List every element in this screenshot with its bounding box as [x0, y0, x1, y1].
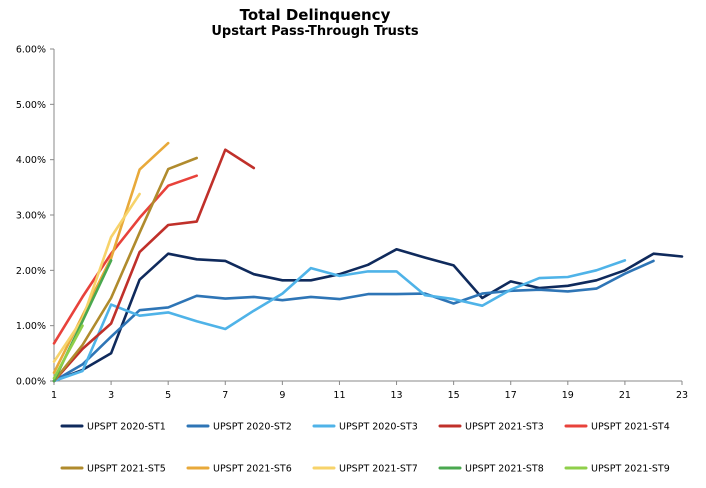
- legend-label: UPSPT 2021-ST8: [465, 464, 544, 475]
- series-line: [52, 192, 141, 363]
- series-line: [52, 248, 684, 383]
- y-tick-label: 2.00%: [16, 266, 46, 277]
- legend-label: UPSPT 2021-ST9: [591, 464, 670, 475]
- legend-label: UPSPT 2020-ST1: [87, 422, 166, 433]
- x-tick-label: 3: [108, 390, 114, 401]
- legend: UPSPT 2020-ST1 UPSPT 2020-ST2 UPSPT 2020-S…: [60, 422, 670, 475]
- series-line: [52, 156, 198, 383]
- legend-label: UPSPT 2021-ST4: [591, 422, 670, 433]
- y-tick-label: 1.00%: [16, 321, 46, 332]
- axes: 0.00%1.00%2.00%3.00%4.00%5.00%6.00%1 3 5 7 9…: [16, 45, 688, 402]
- legend-label: UPSPT 2021-ST6: [213, 464, 292, 475]
- x-tick-label: 19: [562, 390, 574, 401]
- chart-subtitle: Upstart Pass-Through Trusts: [211, 24, 419, 39]
- legend-label: UPSPT 2021-ST5: [87, 464, 166, 475]
- y-tick-label: 6.00%: [16, 45, 46, 56]
- x-tick-label: 13: [390, 390, 402, 401]
- x-tick-label: 17: [505, 390, 517, 401]
- y-tick-label: 0.00%: [16, 377, 46, 388]
- x-tick-label: 15: [448, 390, 460, 401]
- series-line: [52, 324, 84, 380]
- chart-title: Total Delinquency: [239, 6, 391, 24]
- series-line: [52, 259, 627, 383]
- series-line: [52, 259, 655, 383]
- y-tick-label: 4.00%: [16, 155, 46, 166]
- x-tick-label: 5: [165, 390, 171, 401]
- x-tick-label: 11: [333, 390, 345, 401]
- series-line: [52, 174, 198, 345]
- legend-label: UPSPT 2021-ST7: [339, 464, 418, 475]
- x-tick-label: 23: [676, 390, 688, 401]
- legend-label: UPSPT 2021-ST3: [465, 422, 544, 433]
- series-lines: [52, 141, 684, 383]
- x-tick-label: 21: [619, 390, 631, 401]
- y-tick-label: 3.00%: [16, 211, 46, 222]
- x-tick-label: 9: [279, 390, 285, 401]
- y-tick-label: 5.00%: [16, 100, 46, 111]
- legend-label: UPSPT 2020-ST3: [339, 422, 418, 433]
- legend-label: UPSPT 2020-ST2: [213, 422, 292, 433]
- x-tick-label: 7: [222, 390, 228, 401]
- series-line: [52, 148, 256, 383]
- x-tick-label: 1: [51, 390, 57, 401]
